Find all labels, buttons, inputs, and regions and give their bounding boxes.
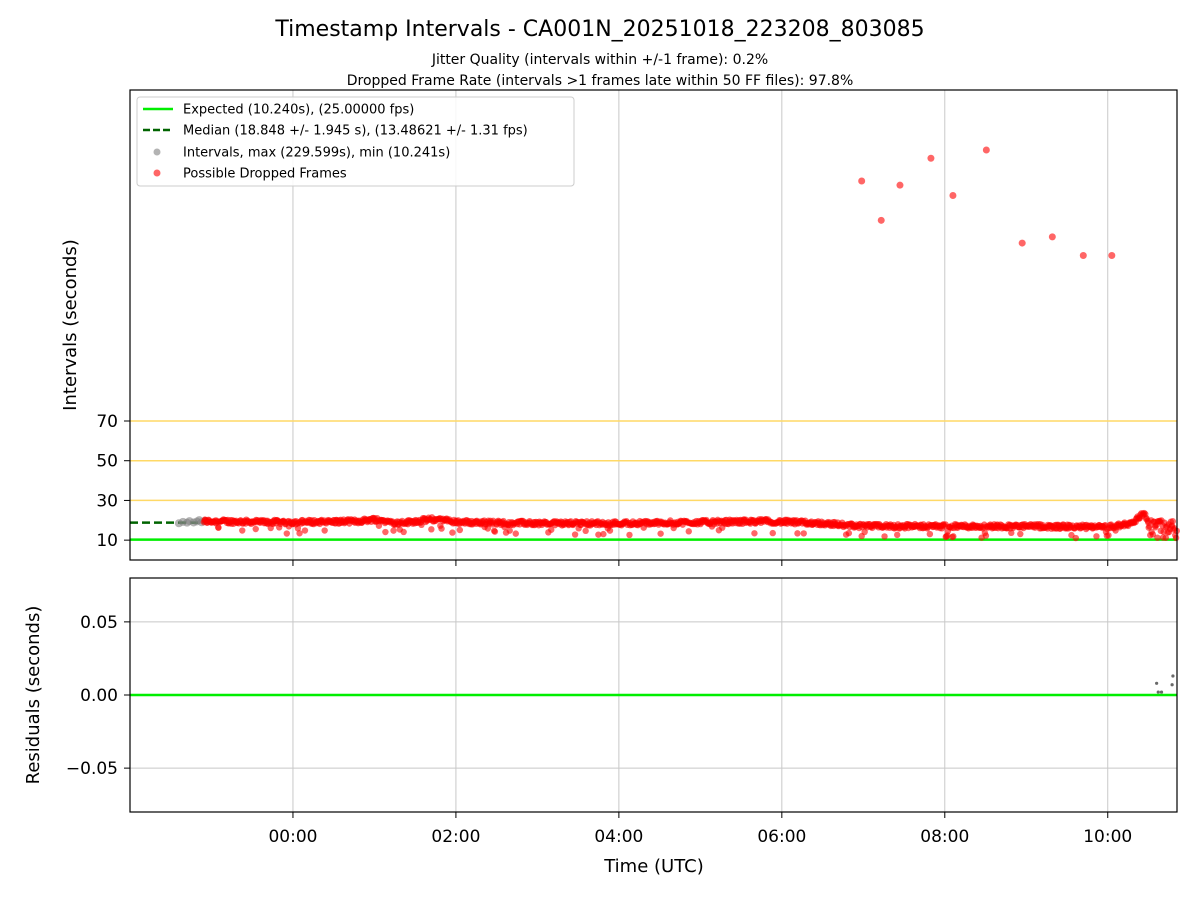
top-y-axis-label: Intervals (seconds) [60,239,81,411]
residual-y-tick-label: −0.05 [66,759,118,779]
dropped-frame-point [861,528,868,536]
dropped-frame-point [382,528,389,536]
dropped-frame-point [1017,530,1024,538]
x-tick-label: 04:00 [594,827,643,847]
dropped-frame-point [1169,518,1176,525]
y-tick-label: 70 [96,412,118,432]
dropped-frame-point [491,528,499,535]
legend-entry: Intervals, max (229.599s), min (10.241s) [183,146,450,161]
dropped-frame-point [484,525,492,532]
dropped-frame-point [449,529,456,536]
dropped-frame-point [390,527,397,534]
residual-point [1156,690,1160,694]
dropped-frame-point [893,531,901,539]
dropped-frame-point [321,527,328,534]
dropped-frame-point [794,530,801,537]
dropped-frame-point [926,530,934,538]
residual-point [1159,690,1164,694]
dropped-frame-point [769,529,776,537]
legend-box [136,96,575,187]
dropped-frame-point [582,527,589,535]
dropped-frame-point [1172,534,1180,542]
dropped-frame-point [252,525,259,533]
dropped-frame-point [1154,534,1161,541]
dropped-frame-point [1072,534,1079,542]
residual-point [1171,674,1175,678]
dropped-frame-point [438,525,445,532]
dropped-frame-point [606,527,614,534]
dropped-frame-outlier [949,192,957,200]
dropped-frame-point [571,531,579,538]
dropped-frame-outlier [1048,233,1056,241]
legend-entry: Expected (10.240s), (25.00000 fps) [183,103,414,118]
dropped-frame-outlier [1079,252,1087,259]
dropped-frame-point [1008,529,1015,537]
legend-entry: Possible Dropped Frames [183,167,347,182]
dropped-frame-point [215,524,222,531]
dropped-frame-point [1149,531,1157,538]
dropped-frame-point [657,530,664,537]
dropped-frame-point [1093,533,1100,540]
dropped-frame-outlier [877,216,885,224]
dropped-frame-outlier [858,177,866,185]
legend-dropped-swatch [153,169,161,177]
dropped-frame-point [600,530,607,538]
intervals-plot: 10 30 50 70 Expected (10.240s), (25.00000 fp… [96,89,1180,566]
legend-entry: Median (18.848 +/- 1.945 s), (13.48621 +… [183,124,528,139]
dropped-frame-point [512,530,519,537]
x-axis-label: Time (UTC) [603,856,704,877]
residual-y-tick-label: 0.00 [80,686,118,706]
chart-subtitle-jitter: Jitter Quality (intervals within +/-1 fr… [431,52,768,68]
dropped-frame-point [751,530,758,537]
dropped-frame-point [845,529,853,537]
dropped-frame-outlier [1108,252,1116,259]
dropped-frame-point [685,528,692,535]
residual-point [1170,683,1174,687]
dropped-frame-point [400,528,407,536]
dropped-frame-point [800,530,807,537]
dropped-frame-point [626,531,633,539]
y-tick-label: 30 [96,491,118,511]
x-tick-label: 06:00 [757,827,806,847]
dropped-frame-point [548,526,555,533]
dropped-frame-point [296,530,303,537]
chart-subtitle-dropped: Dropped Frame Rate (intervals >1 frames … [347,73,854,89]
residual-y-tick-label: 0.05 [80,613,118,633]
x-tick-label: 00:00 [268,827,317,847]
x-tick-label: 10:00 [1083,827,1132,847]
dropped-frame-point [456,526,464,534]
dropped-frame-point [1146,523,1153,530]
dropped-frame-outlier [982,146,990,154]
dropped-frame-point [301,527,309,534]
y-tick-label: 50 [96,452,118,472]
chart-title: Timestamp Intervals - CA001N_20251018_22… [274,17,924,42]
residual-point [1155,681,1159,685]
dropped-frame-point [294,525,302,532]
dropped-frame-outlier [927,154,935,162]
plot-frame [129,89,1178,561]
x-tick-label: 02:00 [431,827,480,847]
y-tick-label: 10 [96,531,118,551]
dropped-frame-point [1162,534,1169,541]
dropped-frame-point [1105,532,1112,539]
dropped-frame-point [506,527,513,534]
dropped-frame-point [595,531,602,538]
dropped-frame-point [239,527,246,534]
dropped-frame-outlier [1018,239,1026,247]
dropped-frame-point [881,533,888,540]
dropped-frame-point [982,532,990,539]
residuals-plot: 00:00 02:00 04:00 06:00 08:00 10:00 −0.05 0.00 0… [66,577,1178,847]
x-tick-label: 08:00 [920,827,969,847]
dropped-frame-point [950,533,957,540]
dropped-frame-outlier [896,181,904,189]
legend-intervals-swatch [153,148,161,156]
bottom-y-axis-label: Residuals (seconds) [23,606,44,785]
residual-plot-frame [129,577,1178,813]
dropped-frame-point [428,526,435,533]
dropped-frame-point [283,530,290,537]
